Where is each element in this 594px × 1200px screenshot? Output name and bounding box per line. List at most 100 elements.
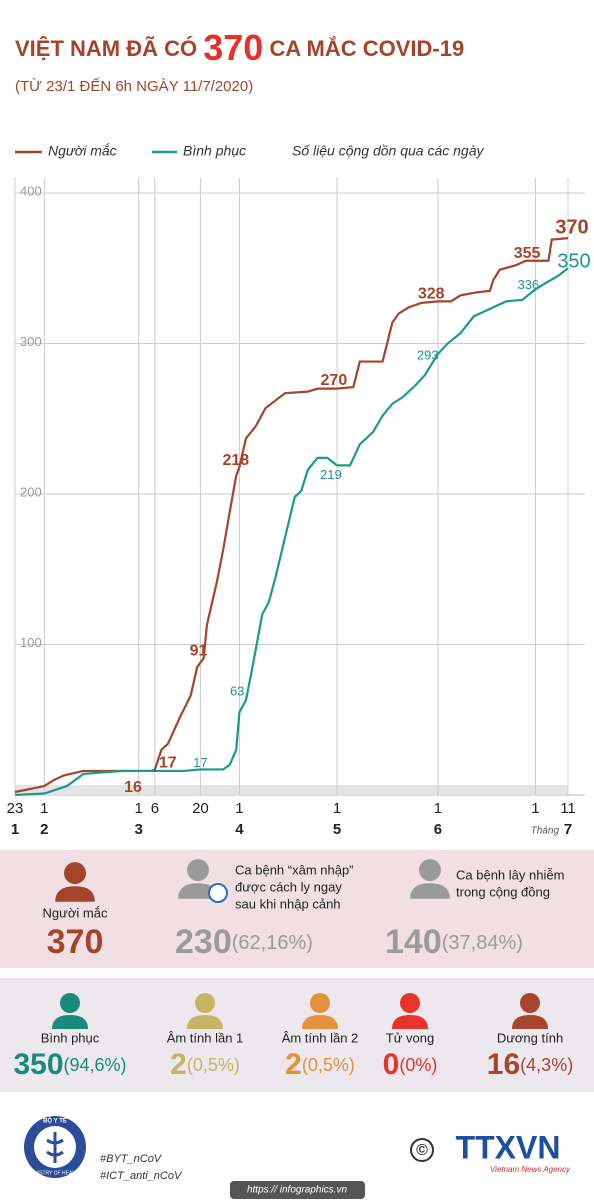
person-icon-body bbox=[410, 883, 450, 899]
stat-number: 2(0,5%) bbox=[170, 1048, 240, 1081]
stat-number: 2(0,5%) bbox=[285, 1048, 355, 1081]
percent: (62,16%) bbox=[232, 932, 313, 954]
x-tick-label: 1 bbox=[40, 800, 48, 817]
hashtag: #BYT_nCoV bbox=[100, 1153, 163, 1165]
stat-label: Người mắc bbox=[43, 905, 108, 920]
point-label: 17 bbox=[159, 755, 177, 772]
person-icon-head bbox=[187, 859, 209, 882]
stat-label: Tử vong bbox=[386, 1030, 434, 1045]
count: 2 bbox=[170, 1048, 187, 1081]
y-tick-label: 100 bbox=[20, 635, 42, 650]
title-number: 370 bbox=[203, 27, 263, 68]
count: 2 bbox=[285, 1048, 302, 1081]
logo-text: BỘ Y TẾ bbox=[43, 1117, 67, 1125]
x-tick-label: 1 bbox=[333, 800, 341, 817]
hashtag: #ICT_anti_nCoV bbox=[100, 1170, 183, 1182]
globe-icon bbox=[208, 883, 228, 903]
series-line bbox=[14, 267, 569, 797]
stat-number: 16(4,3%) bbox=[487, 1048, 573, 1081]
stat-label: trong cộng đồng bbox=[456, 884, 550, 899]
summary-panel bbox=[0, 850, 594, 968]
agency-logo: TTXVN bbox=[456, 1129, 561, 1165]
person-icon-head bbox=[400, 993, 420, 1013]
person-icon-body bbox=[178, 883, 218, 899]
point-label: 293 bbox=[417, 347, 439, 362]
point-label: 328 bbox=[418, 286, 445, 303]
y-tick-label: 300 bbox=[20, 334, 42, 349]
x-month-label: 2 bbox=[40, 821, 48, 838]
x-tick-label: 11 bbox=[560, 800, 576, 817]
count: 0 bbox=[383, 1048, 400, 1081]
subtitle: (TỪ 23/1 ĐẾN 6h NGÀY 11/7/2020) bbox=[15, 78, 253, 95]
point-label: 350 bbox=[557, 251, 590, 273]
count: 230 bbox=[175, 923, 232, 961]
point-label: 270 bbox=[321, 372, 348, 389]
title-text: VIỆT NAM ĐÃ CÓ bbox=[15, 36, 197, 61]
person-icon-body bbox=[302, 1015, 338, 1029]
count: 140 bbox=[385, 923, 442, 961]
point-label: 219 bbox=[320, 467, 342, 482]
percent: (0%) bbox=[399, 1055, 437, 1075]
person-icon-head bbox=[64, 862, 86, 885]
person-icon-body bbox=[55, 886, 95, 902]
stat-number: 0(0%) bbox=[383, 1048, 438, 1081]
person-icon-head bbox=[419, 859, 441, 882]
point-label: 63 bbox=[230, 684, 244, 699]
y-tick-label: 400 bbox=[20, 183, 42, 198]
x-month-label: 5 bbox=[333, 821, 341, 838]
chart-note: Số liệu cộng dồn qua các ngày bbox=[292, 143, 484, 159]
percent: (0,5%) bbox=[187, 1055, 240, 1075]
percent: (4,3%) bbox=[520, 1055, 573, 1075]
x-month-label: 3 bbox=[134, 821, 142, 838]
person-icon-head bbox=[195, 993, 215, 1013]
logo-text: MINISTRY OF HEALTH bbox=[29, 1170, 82, 1176]
agency-sub: Vietnam News Agency bbox=[490, 1165, 571, 1174]
stat-label: Ca bệnh lây nhiễm bbox=[456, 867, 564, 882]
x-month-label: 4 bbox=[235, 821, 244, 838]
x-month-title: Tháng bbox=[531, 826, 560, 837]
stat-label: Bình phục bbox=[41, 1030, 100, 1045]
legend-label: Bình phục bbox=[183, 143, 246, 159]
point-label: 16 bbox=[124, 779, 142, 796]
title-text: CA MẮC COVID-19 bbox=[269, 36, 464, 61]
url: https:// infographics.vn bbox=[247, 1185, 347, 1196]
x-month-label: 1 bbox=[11, 821, 19, 838]
x-tick-label: 1 bbox=[531, 800, 539, 817]
point-label: 370 bbox=[555, 216, 588, 238]
x-month-label: 6 bbox=[434, 821, 442, 838]
copyright-ring bbox=[410, 1138, 434, 1162]
x-tick-label: 20 bbox=[192, 800, 209, 817]
stat-number: 140(37,84%) bbox=[385, 923, 523, 961]
x-tick-label: 1 bbox=[434, 800, 442, 817]
point-label: 17 bbox=[193, 755, 207, 770]
copyright: © bbox=[416, 1142, 428, 1159]
x-tick-label: 1 bbox=[134, 800, 142, 817]
outcome-panel bbox=[0, 978, 594, 1092]
series-line bbox=[14, 237, 569, 794]
stat-number: 350(94,6%) bbox=[13, 1048, 126, 1081]
legend-label: Người mắc bbox=[48, 143, 117, 159]
x-month-label: 7 bbox=[564, 821, 572, 838]
x-tick-label: 1 bbox=[235, 800, 243, 817]
title: VIỆT NAM ĐÃ CÓ 370 CA MẮC COVID-19 bbox=[15, 27, 464, 68]
percent: (37,84%) bbox=[442, 932, 523, 954]
url-bar bbox=[230, 1181, 365, 1199]
point-label: 336 bbox=[517, 277, 539, 292]
person-icon-body bbox=[392, 1015, 428, 1029]
y-tick-label: 200 bbox=[20, 484, 42, 499]
stat-label: Âm tính lần 2 bbox=[282, 1030, 359, 1045]
stat-number: 370 bbox=[47, 923, 104, 961]
stat-number: 230(62,16%) bbox=[175, 923, 313, 961]
percent: (0,5%) bbox=[302, 1055, 355, 1075]
stat-label: Dương tính bbox=[497, 1030, 563, 1045]
count: 370 bbox=[47, 923, 104, 961]
person-icon-head bbox=[310, 993, 330, 1013]
x-tick-label: 6 bbox=[151, 800, 159, 817]
stat-label: Ca bệnh “xâm nhập” bbox=[235, 862, 354, 877]
moh-logo-symbol bbox=[46, 1132, 64, 1163]
percent: (94,6%) bbox=[64, 1055, 127, 1075]
person-icon-body bbox=[187, 1015, 223, 1029]
point-label: 91 bbox=[190, 642, 208, 659]
